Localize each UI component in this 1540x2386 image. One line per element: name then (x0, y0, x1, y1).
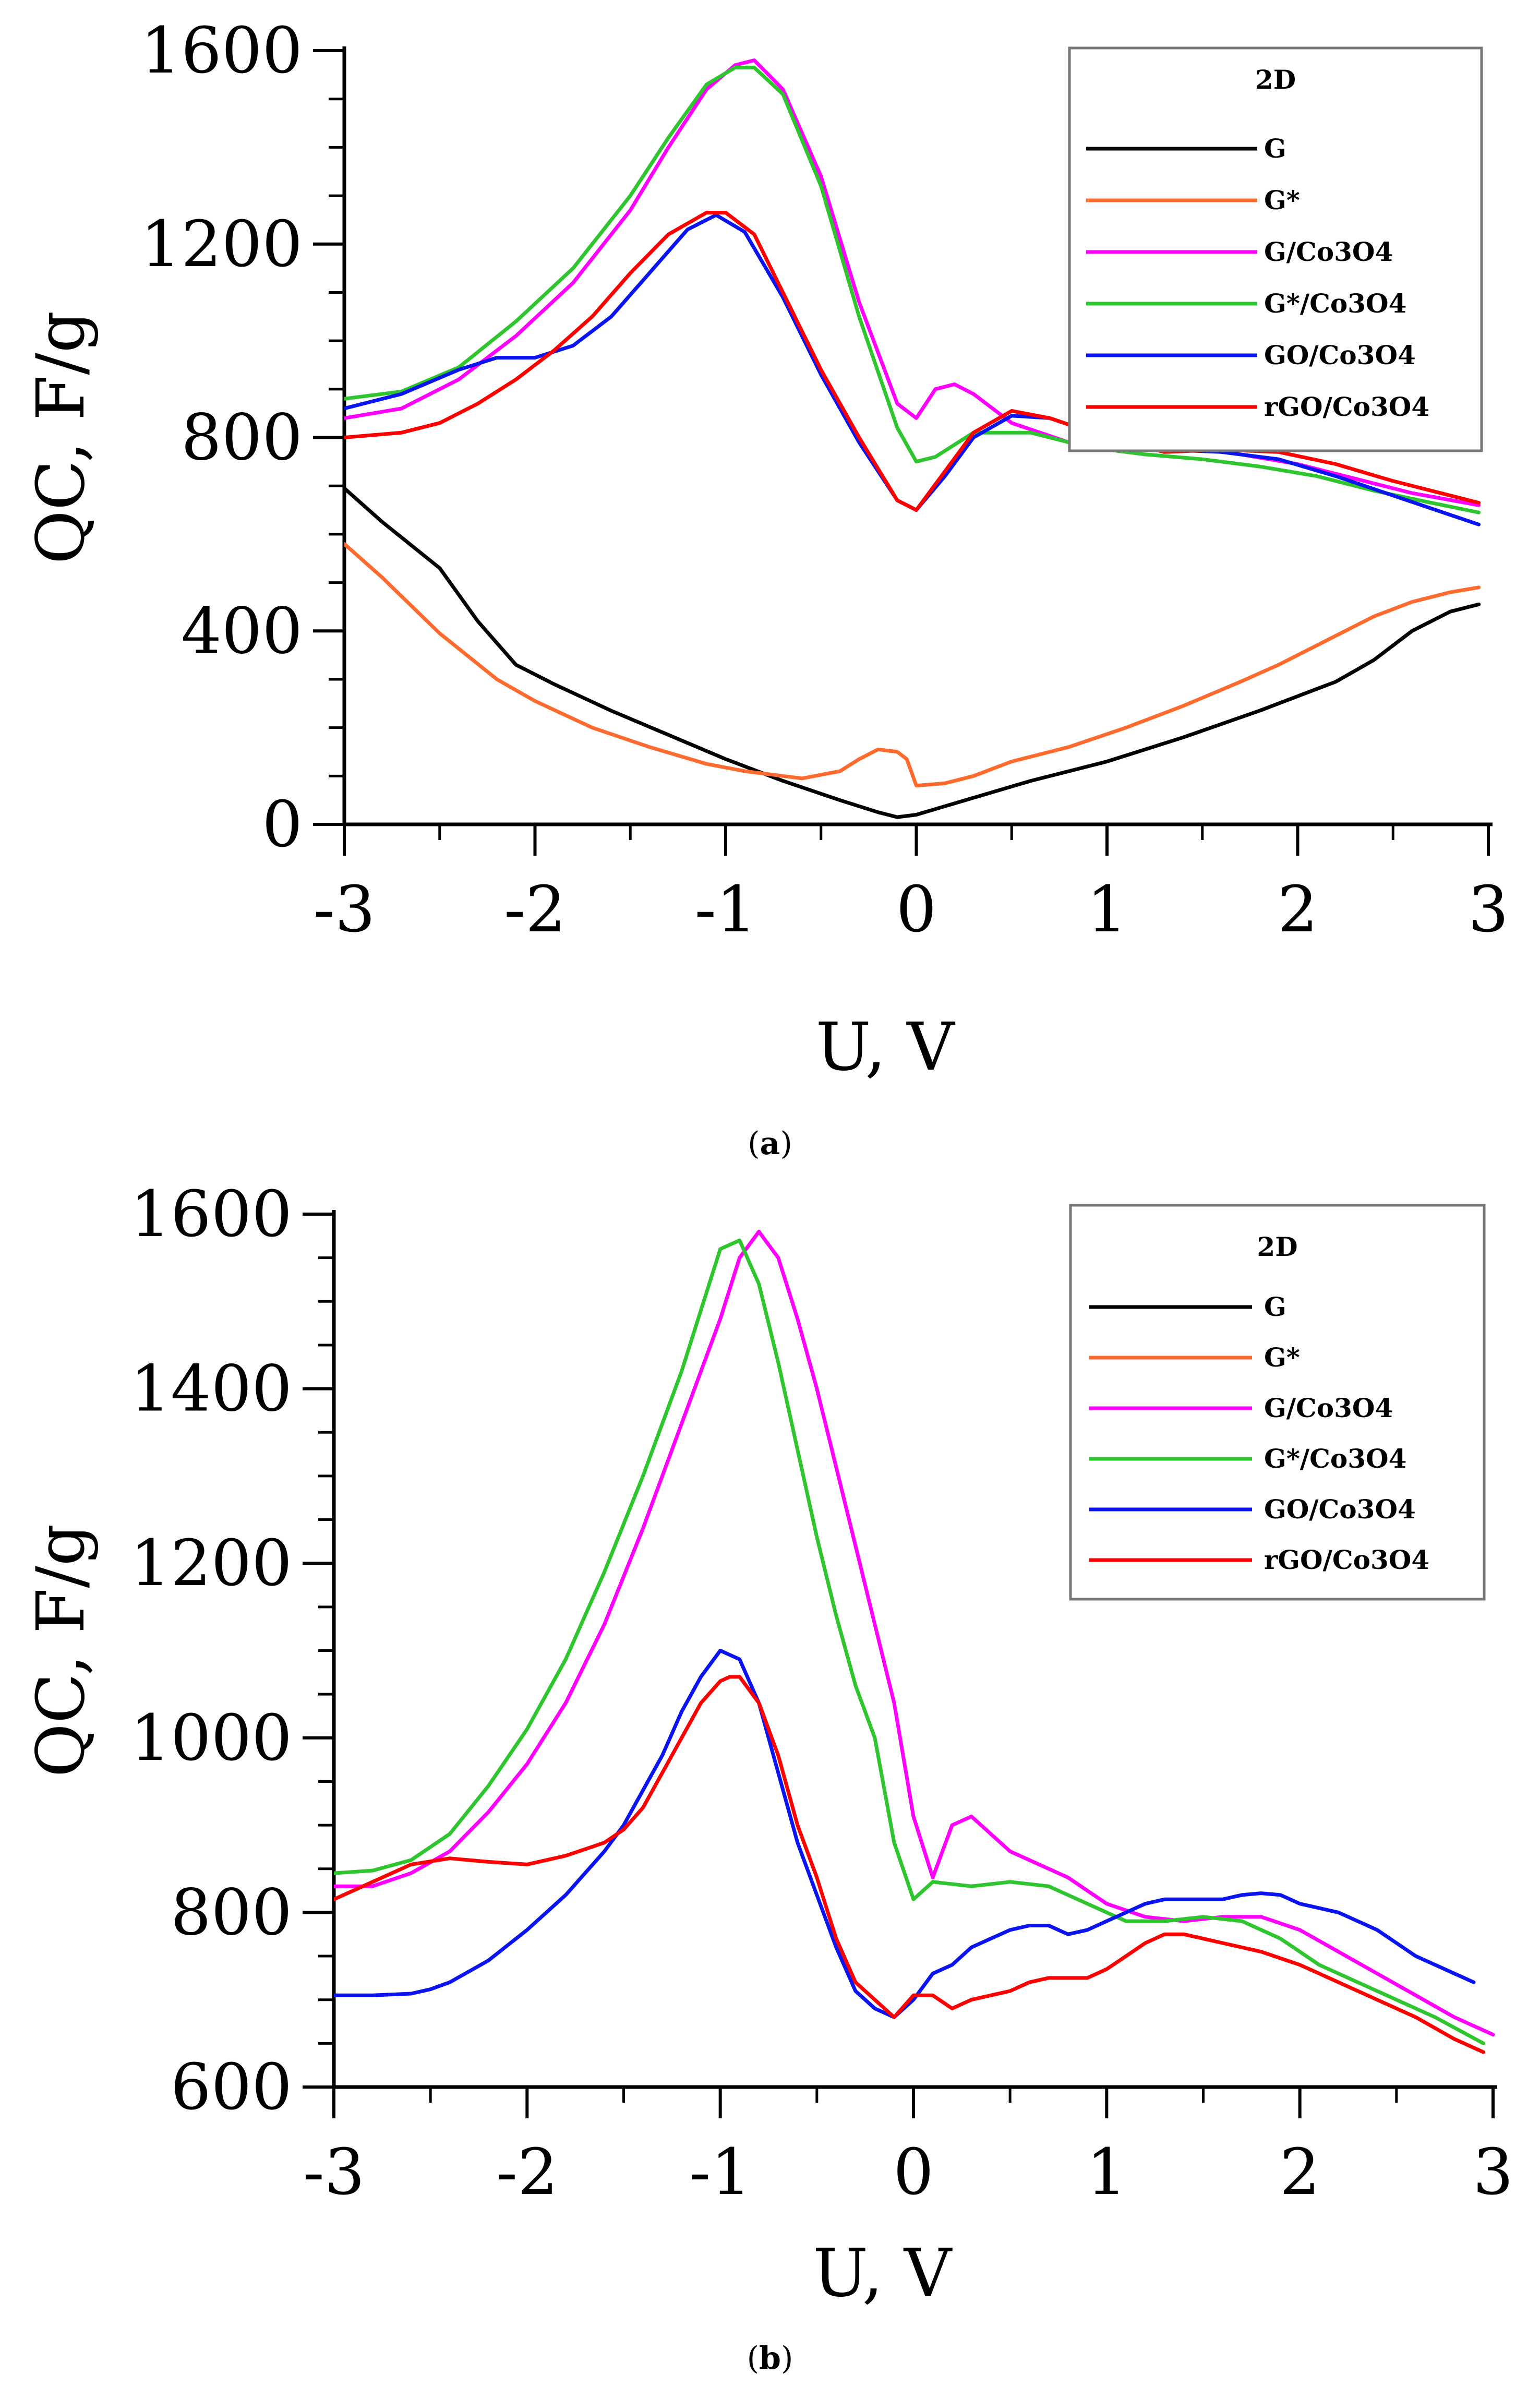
caption-a: (a) (748, 1125, 792, 1162)
pb-x-tick-label: 3 (1473, 2135, 1513, 2209)
pa-y-tick-label: 1200 (141, 207, 303, 281)
pa-y-axis-title: QC, F/g (22, 311, 99, 565)
pa-y-tick-label: 800 (181, 401, 303, 475)
pa-legend-label: G*/Co3O4 (1264, 288, 1406, 319)
pb-legend-label: G/Co3O4 (1264, 1393, 1393, 1423)
pb-legend-label: G*/Co3O4 (1264, 1443, 1406, 1474)
pb-legend-label: G (1264, 1291, 1286, 1322)
pb-series-line-g-co3o4 (334, 1230, 1495, 2037)
pa-legend-label: rGO/Co3O4 (1264, 391, 1429, 422)
caption-b-letter: b (759, 2340, 781, 2377)
pa-series-line-g- (344, 542, 1481, 788)
pb-x-tick-label: 2 (1280, 2135, 1320, 2209)
pa-x-axis-title: U, V (816, 1009, 956, 1085)
chart-panel-b: -3 -2 -1 0 1 2 3 600 800 1000 1200 1400 1600 U, V QC, … (22, 1177, 1513, 2311)
pb-x-tick-label: -2 (496, 2135, 558, 2209)
pa-x-tick-label: -2 (504, 872, 566, 946)
pb-series-group (334, 1230, 1495, 2054)
pb-legend-box (1069, 1204, 1486, 1601)
pa-x-tick-label: 1 (1087, 872, 1127, 946)
pb-y-tick-label: 1600 (130, 1177, 292, 1251)
pa-legend-title: 2D (1255, 64, 1296, 95)
pb-y-tick-label: 1200 (130, 1526, 292, 1600)
pa-x-tick-label: 2 (1278, 872, 1318, 946)
caption-b: (b) (747, 2340, 793, 2377)
pb-x-axis-title: U, V (813, 2235, 953, 2311)
pb-legend-label: rGO/Co3O4 (1264, 1544, 1429, 1575)
pb-legend-label: G* (1264, 1342, 1300, 1373)
pa-series-line-g (344, 486, 1481, 819)
pa-x-tick-label: -1 (695, 872, 757, 946)
pb-legend-label: GO/Co3O4 (1264, 1494, 1416, 1525)
pa-series-line-g-co3o4 (344, 65, 1481, 514)
pb-x-tick-label: -1 (689, 2135, 751, 2209)
pb-series-line-go-co3o4 (334, 1649, 1476, 2019)
pb-legend-title: 2D (1257, 1231, 1297, 1262)
pa-legend-label: G* (1264, 185, 1300, 215)
pa-legend-box (1068, 46, 1483, 452)
pa-x-tick-label: 0 (896, 872, 937, 946)
pb-y-tick-label: 1000 (130, 1701, 292, 1775)
pb-x-tick-label: 0 (893, 2135, 934, 2209)
pb-series-line-g-co3o4 (334, 1238, 1485, 2045)
pa-legend-label: G (1264, 133, 1286, 164)
pb-x-tick-label: -3 (303, 2135, 365, 2209)
pb-y-axis-title: QC, F/g (22, 1524, 99, 1778)
pb-x-tick-label: 1 (1087, 2135, 1127, 2209)
pb-y-tick-label: 1400 (130, 1352, 292, 1426)
pb-series-line-rgo-co3o4 (334, 1675, 1485, 2054)
pa-y-tick-label: 0 (262, 787, 303, 861)
pa-x-tick-label: -3 (314, 872, 376, 946)
pa-x-tick-label: 3 (1468, 872, 1509, 946)
pa-legend-label: G/Co3O4 (1264, 236, 1393, 267)
pb-y-tick-label: 800 (171, 1875, 292, 1949)
caption-a-letter: a (760, 1125, 780, 1162)
pa-y-tick-label: 1600 (141, 14, 303, 88)
pa-legend-label: GO/Co3O4 (1264, 340, 1416, 370)
pb-y-tick-label: 600 (171, 2050, 292, 2124)
pa-y-tick-label: 400 (181, 594, 303, 668)
